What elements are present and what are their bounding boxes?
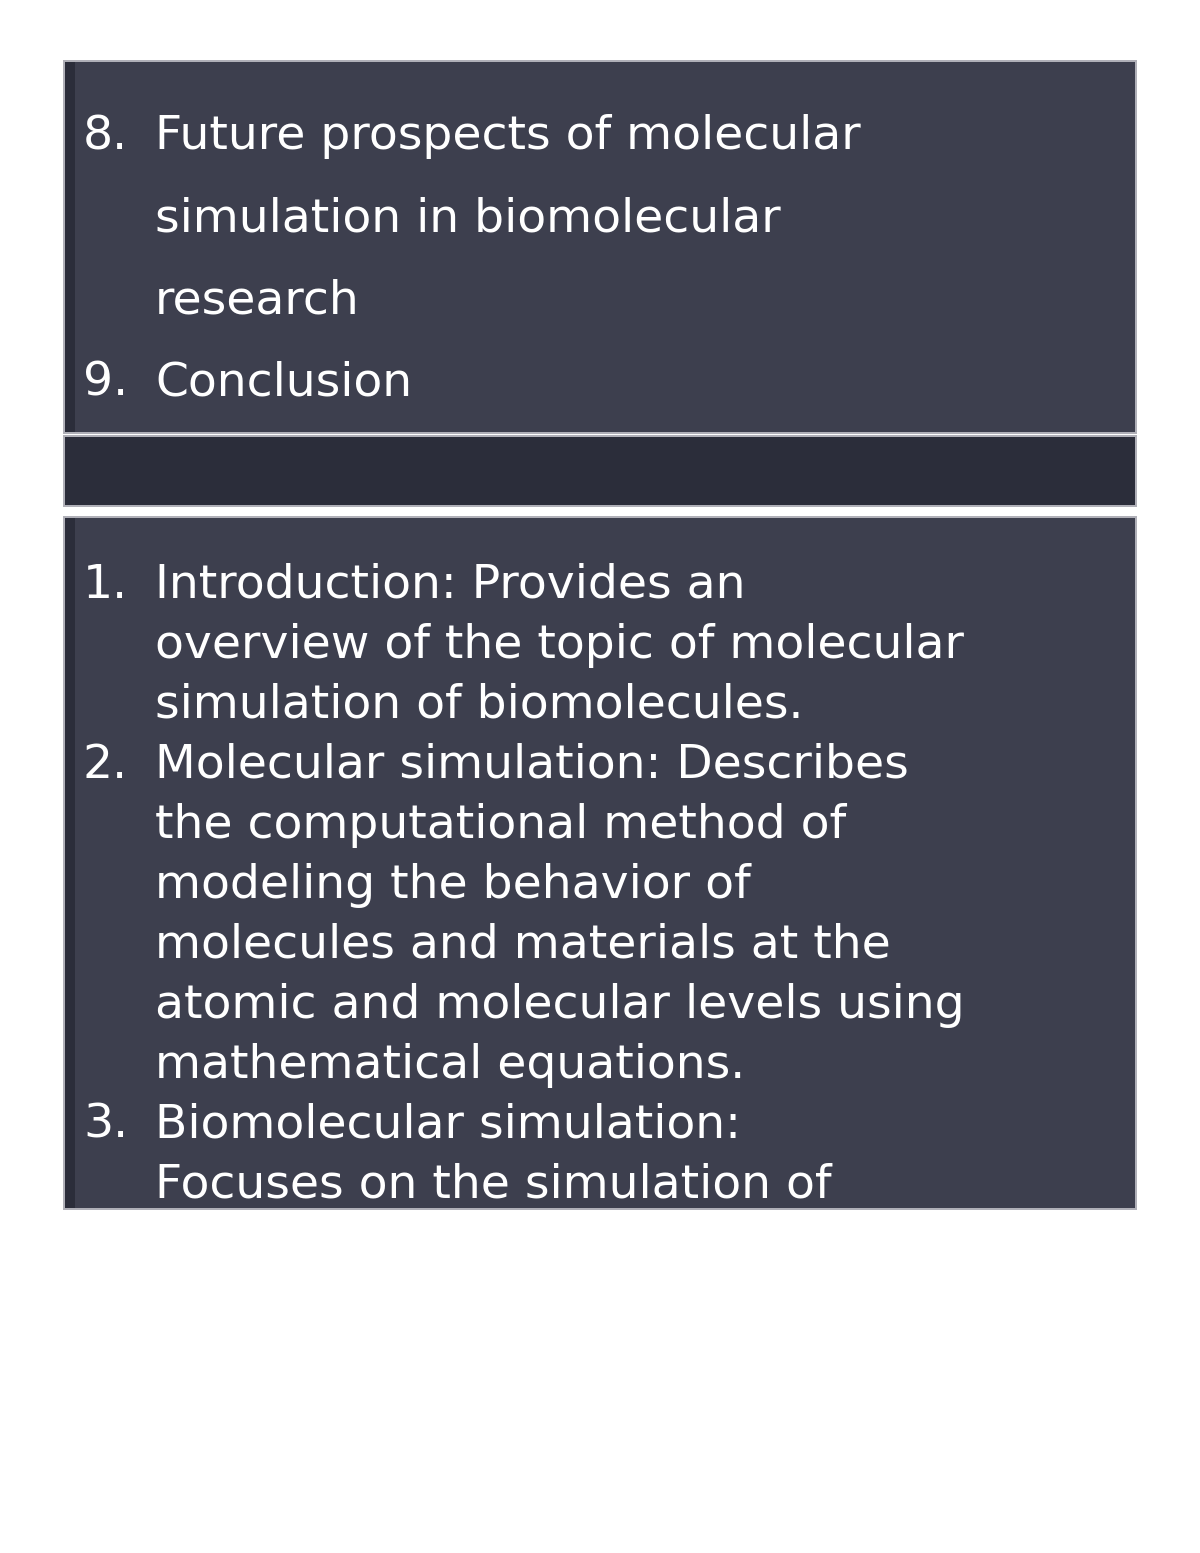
Text: mathematical equations.: mathematical equations. [155, 1044, 745, 1089]
Text: atomic and molecular levels using: atomic and molecular levels using [155, 983, 965, 1028]
Text: simulation of biomolecules.: simulation of biomolecules. [155, 683, 804, 728]
Text: molecules and materials at the: molecules and materials at the [155, 922, 890, 968]
Text: Conclusion: Conclusion [155, 360, 412, 405]
Text: overview of the topic of molecular: overview of the topic of molecular [155, 623, 964, 668]
Bar [64, 61, 1138, 433]
Text: 9.: 9. [83, 360, 128, 405]
Text: Focuses on the simulation of: Focuses on the simulation of [155, 1163, 832, 1208]
Text: Introduction: Provides an: Introduction: Provides an [155, 564, 745, 609]
Bar [65, 62, 1135, 432]
Text: Molecular simulation: Describes: Molecular simulation: Describes [155, 742, 908, 787]
Text: Biomolecular simulation:: Biomolecular simulation: [155, 1103, 742, 1148]
Text: 1.: 1. [83, 564, 128, 609]
Bar [64, 516, 1138, 1210]
Text: research: research [155, 278, 360, 323]
Text: 8.: 8. [83, 113, 128, 158]
Text: 3.: 3. [83, 1103, 128, 1148]
Bar [65, 519, 1135, 1208]
Text: Future prospects of molecular: Future prospects of molecular [155, 113, 860, 158]
Bar [65, 62, 74, 432]
Bar [65, 436, 1135, 505]
Bar [64, 435, 1138, 506]
Text: the computational method of: the computational method of [155, 803, 846, 848]
Bar [65, 519, 74, 1208]
Text: simulation in biomolecular: simulation in biomolecular [155, 196, 781, 241]
Text: modeling the behavior of: modeling the behavior of [155, 863, 751, 909]
Text: 2.: 2. [83, 742, 128, 787]
